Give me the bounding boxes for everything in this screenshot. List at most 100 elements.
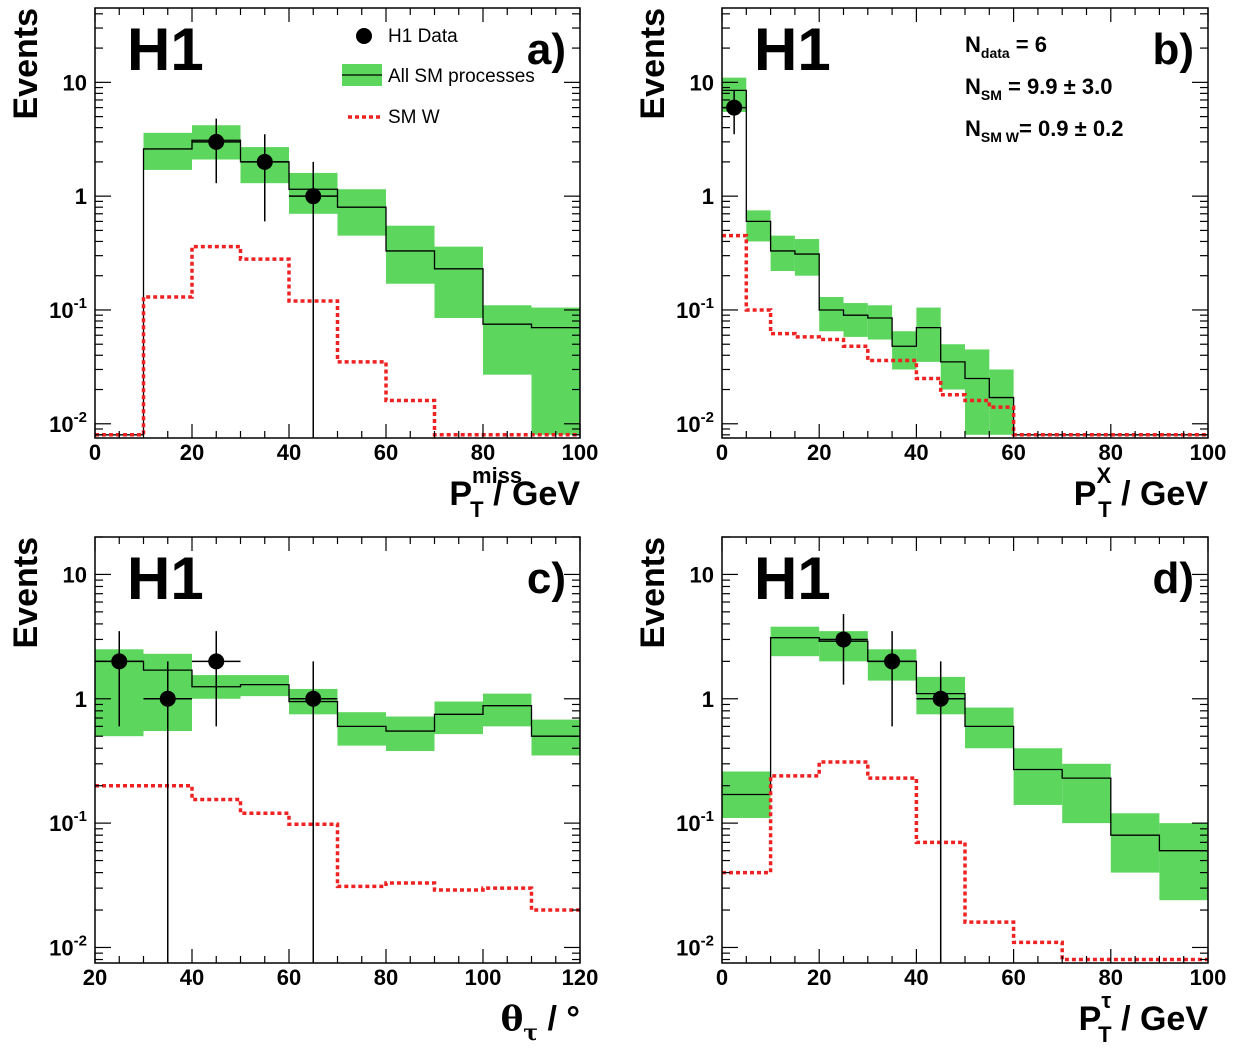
sm-band-bin [337,189,386,236]
sm-band-bin [770,235,795,271]
n-sm-text: NSM = 9.9 ± 3.0 [965,74,1112,103]
experiment-label: H1 [754,16,831,83]
x-tick-label: 80 [1099,440,1123,465]
x-tick-label: 120 [562,965,599,990]
y-tick-exponent: -2 [74,409,87,426]
x-axis-label: Pmiss T / GeV [449,463,580,522]
y-tick-mantissa: 10 [676,412,700,437]
data-point-group [95,631,144,727]
y-tick-label: 10-1 [49,808,87,836]
sm-band-bin [770,626,820,657]
sm-band-bin [892,331,917,370]
x-axis-label: θτ / ° [501,999,580,1045]
y-tick-mantissa: 10 [690,562,714,587]
x-axis-label: Pτ T / GeV [1079,988,1209,1045]
x-tick-label: 20 [83,965,107,990]
sm-total-line [722,637,1208,852]
sm-band-bin [916,307,941,362]
x-tick-label: 0 [716,965,728,990]
x-tick-label: 60 [277,965,301,990]
x-axis-label-rest: / GeV [1112,1000,1209,1038]
x-tick-label: 80 [471,440,495,465]
y-tick-mantissa: 1 [75,184,87,209]
sm-band-bin [1013,748,1063,805]
x-axis-label-rest: / GeV [1112,475,1209,513]
x-tick-label: 40 [277,440,301,465]
y-tick-label: 10-2 [676,932,714,960]
y-tick-label: 10-1 [676,808,714,836]
y-tick-label: 1 [75,184,87,209]
n-data-sub: data [981,45,1010,61]
data-point-group [240,134,289,222]
legend-data-label: H1 Data [388,26,458,47]
sm-band-bin [483,305,532,375]
n-data-value: = 6 [1010,32,1047,57]
n-sm-w-text: NSM W= 0.9 ± 0.2 [965,116,1123,145]
data-point [208,653,225,670]
data-point [208,133,225,150]
plot-area [722,614,1208,963]
y-tick-label: 10-2 [49,409,87,437]
x-axis-label-main: P [449,475,472,513]
x-tick-label: 60 [374,440,398,465]
y-tick-mantissa: 1 [702,184,714,209]
x-tick-label: 100 [465,965,502,990]
experiment-label: H1 [127,16,204,83]
y-tick-mantissa: 10 [676,935,700,960]
y-tick-mantissa: 1 [702,687,714,712]
x-axis-label-main: P [1074,475,1097,513]
n-sm-w-main: N [965,116,981,141]
x-axis-label-main: P [1079,1000,1102,1038]
sm-band-bin [143,132,192,170]
data-point [835,631,852,648]
data-point-group [289,161,338,438]
sm-band-bin [989,369,1014,435]
y-tick-exponent: -2 [701,932,714,949]
sm-band-bin [531,307,580,435]
x-tick-label: 20 [180,440,204,465]
y-tick-label: 10 [690,70,714,95]
y-tick-exponent: -2 [74,932,87,949]
sm-w-line [95,244,580,437]
n-sm-main: N [965,74,981,99]
data-point [884,653,901,670]
data-point-group [916,661,965,963]
data-point [305,690,322,707]
y-tick-label: 10-2 [49,932,87,960]
y-tick-label: 10 [63,562,87,587]
x-tick-label: 60 [1001,965,1025,990]
x-tick-label: 80 [1099,965,1123,990]
x-tick-label: 40 [180,965,204,990]
x-axis-label-sub: T [470,497,484,522]
n-sm-w-sub: SM W [981,129,1020,145]
data-point-group [819,614,868,685]
sm-total-line [95,139,580,436]
y-axis-label: Events [7,537,45,649]
y-tick-label: 10-1 [676,295,714,323]
x-axis-label-sup: X [1096,463,1111,488]
x-tick-label: 0 [89,440,101,465]
panel-letter: c) [527,554,566,603]
x-tick-label: 20 [807,965,831,990]
data-point [159,690,176,707]
legend-sm-label: All SM processes [388,66,535,87]
sm-w-line [95,783,580,912]
y-axis-label: Events [7,8,45,120]
x-tick-label: 20 [807,440,831,465]
x-tick-label: 0 [716,440,728,465]
y-axis-label: Events [634,8,672,120]
plot-area [722,77,1208,437]
data-point [256,153,273,170]
sm-band-bin [794,239,820,276]
sm-band-bin [386,225,435,284]
y-tick-mantissa: 10 [676,811,700,836]
y-tick-exponent: -1 [701,295,714,312]
x-axis-label-sup: τ [1101,988,1111,1013]
x-tick-label: 100 [1190,965,1227,990]
x-axis-label: PX T / GeV [1074,463,1209,522]
plot-area [95,631,580,963]
y-tick-exponent: -1 [701,808,714,825]
